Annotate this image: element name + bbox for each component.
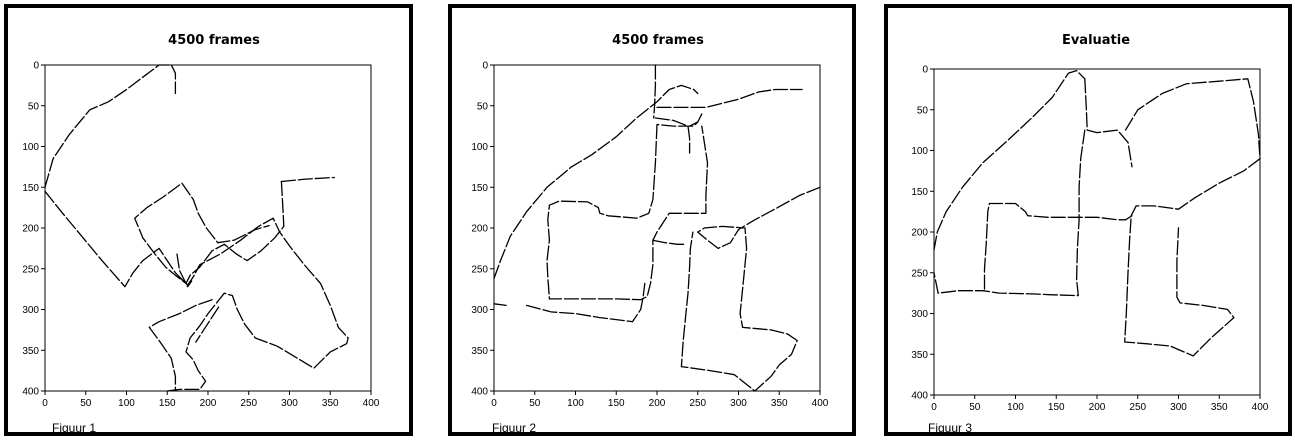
y-tick-label: 300 bbox=[471, 305, 488, 316]
plot-frame bbox=[493, 64, 821, 392]
y-tick-label: 150 bbox=[911, 187, 928, 198]
y-tick-label: 0 bbox=[922, 65, 928, 76]
figure-caption: Figuur 3 bbox=[928, 421, 972, 432]
y-tick-label: 350 bbox=[22, 346, 39, 357]
trajectory-line-4 bbox=[280, 176, 335, 183]
y-tick-label: 100 bbox=[911, 146, 928, 157]
x-tick-label: 400 bbox=[812, 398, 829, 409]
figure-panel-1: 4500 frames 0 50 100 150 200 250 300 350 400 0 50 1… bbox=[4, 4, 413, 436]
trajectory-line-5 bbox=[176, 253, 193, 288]
y-tick-label: 50 bbox=[917, 105, 929, 116]
x-tick-label: 150 bbox=[159, 398, 176, 409]
figure-caption: Figuur 1 bbox=[52, 421, 96, 432]
trajectory-line-3 bbox=[1124, 78, 1261, 160]
y-tick-label: 250 bbox=[471, 264, 488, 275]
y-tick-label: 400 bbox=[22, 387, 39, 398]
chart-title: Evaluatie bbox=[1062, 33, 1130, 48]
x-tick-label: 0 bbox=[42, 398, 48, 409]
trajectory-line-6 bbox=[983, 202, 1133, 290]
y-tick-label: 150 bbox=[471, 183, 488, 194]
trajectory-line-6 bbox=[148, 299, 213, 391]
trajectory-line-8 bbox=[525, 282, 646, 323]
y-tick-label: 400 bbox=[471, 387, 488, 398]
chart-svg-2: 4500 frames 0 50 100 150 200 250 300 350 4000501… bbox=[471, 33, 828, 432]
y-tick-label: 400 bbox=[911, 391, 928, 402]
x-tick-label: 50 bbox=[80, 398, 92, 409]
trajectory-line-4 bbox=[654, 117, 691, 154]
y-tick-label: 300 bbox=[911, 309, 928, 320]
plot-frame bbox=[933, 68, 1261, 396]
x-tick-label: 100 bbox=[118, 398, 135, 409]
y-tick-label: 200 bbox=[471, 224, 488, 235]
chart-svg-3: Evaluatie 0 50 100 150 200 250 300 350 400050100… bbox=[911, 33, 1268, 432]
y-tick-label: 200 bbox=[911, 228, 928, 239]
y-tick-label: 0 bbox=[482, 61, 488, 72]
x-tick-label: 150 bbox=[1048, 402, 1065, 413]
trajectory-line-5 bbox=[656, 113, 703, 127]
y-tick-label: 250 bbox=[22, 264, 39, 275]
y-tick-label: 350 bbox=[471, 346, 488, 357]
trajectory-line-7 bbox=[652, 239, 687, 245]
y-tick-label: 0 bbox=[33, 61, 39, 72]
trajectory-line-3 bbox=[134, 180, 285, 285]
trajectory-line-1 bbox=[933, 69, 1086, 251]
x-tick-label: 300 bbox=[1170, 402, 1187, 413]
x-tick-label: 200 bbox=[1089, 402, 1106, 413]
x-tick-label: 0 bbox=[931, 402, 937, 413]
x-tick-label: 350 bbox=[1211, 402, 1228, 413]
figure-caption: Figuur 2 bbox=[492, 421, 536, 432]
chart-svg-1: 4500 frames 0 50 100 150 200 250 300 350 4000501… bbox=[22, 33, 379, 432]
x-tick-label: 350 bbox=[771, 398, 788, 409]
trajectory-line-9 bbox=[680, 186, 821, 392]
trajectory-line-2 bbox=[44, 190, 349, 392]
x-tick-label: 50 bbox=[969, 402, 981, 413]
y-tick-label: 350 bbox=[911, 350, 928, 361]
y-tick-label: 100 bbox=[22, 142, 39, 153]
trajectory-line-3 bbox=[656, 88, 803, 109]
y-tick-label: 300 bbox=[22, 305, 39, 316]
x-tick-label: 250 bbox=[1129, 402, 1146, 413]
plot-area: 0 50 100 150 200 250 300 350 4000501001502002503… bbox=[22, 61, 379, 410]
y-tick-label: 200 bbox=[22, 224, 39, 235]
x-tick-label: 250 bbox=[240, 398, 257, 409]
x-tick-label: 100 bbox=[1007, 402, 1024, 413]
plot-frame bbox=[44, 64, 372, 392]
y-tick-label: 150 bbox=[22, 183, 39, 194]
trajectory-line-6 bbox=[546, 123, 709, 301]
plot-area: 0 50 100 150 200 250 300 350 4000501001502002503… bbox=[911, 65, 1268, 414]
x-tick-label: 300 bbox=[281, 398, 298, 409]
trajectory-line-4 bbox=[933, 129, 1086, 297]
x-tick-label: 200 bbox=[649, 398, 666, 409]
x-tick-label: 350 bbox=[322, 398, 339, 409]
x-tick-label: 400 bbox=[363, 398, 380, 409]
trajectory-line-7 bbox=[195, 306, 220, 343]
chart-title: 4500 frames bbox=[168, 33, 260, 48]
trajectory-line-1 bbox=[44, 64, 177, 188]
trajectory-line-2 bbox=[1084, 78, 1133, 168]
figure-panel-3: Evaluatie 0 50 100 150 200 250 300 350 400 0 50 100… bbox=[884, 4, 1292, 436]
y-tick-label: 50 bbox=[477, 101, 489, 112]
x-tick-label: 250 bbox=[689, 398, 706, 409]
chart-title: 4500 frames bbox=[612, 33, 704, 48]
figure-panel-2: 4500 frames 0 50 100 150 200 250 300 350 400 0 50 1… bbox=[448, 4, 856, 436]
trajectory-line-10 bbox=[493, 303, 507, 307]
y-tick-label: 250 bbox=[911, 268, 928, 279]
x-tick-label: 100 bbox=[567, 398, 584, 409]
x-tick-label: 0 bbox=[491, 398, 497, 409]
y-tick-label: 100 bbox=[471, 142, 488, 153]
trajectory-line-1 bbox=[493, 84, 699, 280]
x-tick-label: 50 bbox=[529, 398, 541, 409]
trajectory-line-5 bbox=[1124, 158, 1261, 357]
x-tick-label: 300 bbox=[730, 398, 747, 409]
trajectory-line-2 bbox=[653, 64, 657, 119]
x-tick-label: 200 bbox=[200, 398, 217, 409]
x-tick-label: 400 bbox=[1252, 402, 1269, 413]
plot-area: 0 50 100 150 200 250 300 350 4000501001502002503… bbox=[471, 61, 828, 410]
y-tick-label: 50 bbox=[28, 101, 40, 112]
x-tick-label: 150 bbox=[608, 398, 625, 409]
